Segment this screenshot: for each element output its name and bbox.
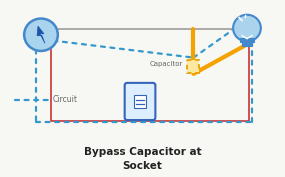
Bar bbox=[240, 38, 254, 42]
Circle shape bbox=[23, 18, 59, 52]
Polygon shape bbox=[37, 26, 45, 43]
Bar bbox=[134, 95, 146, 108]
Circle shape bbox=[233, 15, 261, 41]
Text: Circuit: Circuit bbox=[53, 95, 78, 104]
Text: Bypass Capacitor at
Socket: Bypass Capacitor at Socket bbox=[84, 147, 201, 171]
Text: Capacitor: Capacitor bbox=[149, 61, 183, 67]
Bar bbox=[242, 42, 252, 46]
Bar bbox=[187, 61, 200, 73]
Circle shape bbox=[232, 14, 262, 42]
Circle shape bbox=[24, 19, 58, 51]
FancyBboxPatch shape bbox=[125, 83, 155, 120]
